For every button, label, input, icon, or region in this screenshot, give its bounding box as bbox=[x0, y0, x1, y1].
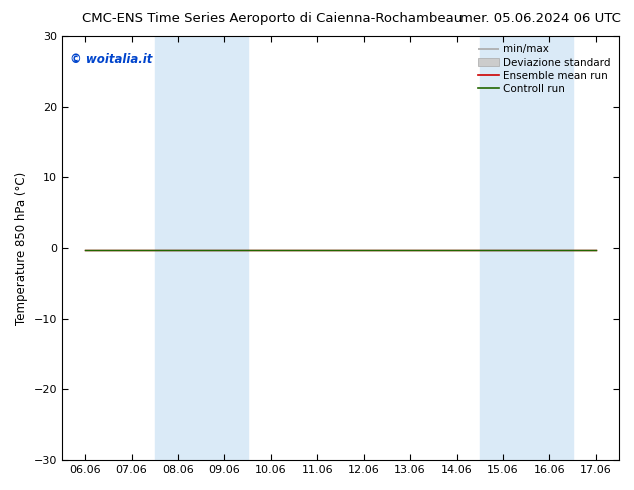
Bar bbox=[155, 36, 248, 460]
Text: CMC-ENS Time Series Aeroporto di Caienna-Rochambeau: CMC-ENS Time Series Aeroporto di Caienna… bbox=[82, 12, 463, 25]
Legend: min/max, Deviazione standard, Ensemble mean run, Controll run: min/max, Deviazione standard, Ensemble m… bbox=[475, 41, 614, 97]
Bar bbox=[480, 36, 573, 460]
Y-axis label: Temperature 850 hPa (°C): Temperature 850 hPa (°C) bbox=[15, 172, 28, 325]
Text: © woitalia.it: © woitalia.it bbox=[70, 53, 153, 66]
Text: mer. 05.06.2024 06 UTC: mer. 05.06.2024 06 UTC bbox=[460, 12, 621, 25]
